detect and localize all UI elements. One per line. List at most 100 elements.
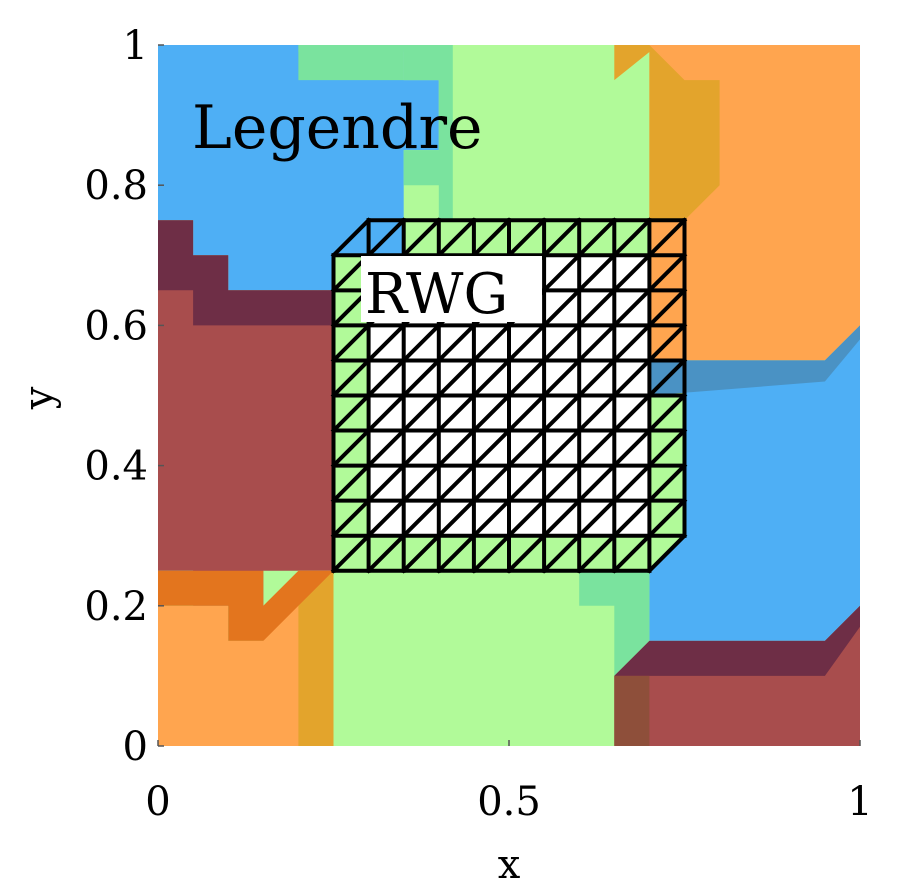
- mesh-diag-6-1: [541, 497, 583, 539]
- mesh-diag-1-0: [365, 532, 407, 574]
- mesh-diag-4-6: [471, 322, 512, 364]
- mesh-diag-9-8: [646, 252, 688, 294]
- tick-labels: 0 0.5 1 0 0.2 0.4 0.6 0.8 1: [84, 23, 872, 825]
- region-dark-overlap-3: [158, 220, 334, 326]
- mesh-diag-3-5: [435, 357, 477, 399]
- mesh-diag-4-9: [471, 217, 512, 259]
- y-tick-label-0: 0: [123, 724, 148, 770]
- mesh-diag-7-1: [576, 497, 618, 539]
- mesh-diag-3-9: [435, 217, 477, 259]
- y-tick-label-3: 0.6: [84, 303, 148, 349]
- region-blue-overlap-13: [649, 325, 860, 396]
- region-orange-4: [158, 570, 334, 746]
- rwg-label: RWG: [365, 262, 508, 327]
- mesh-diag-2-9: [400, 217, 442, 259]
- mesh-diag-4-2: [471, 462, 512, 504]
- axis-ticks: [157, 44, 861, 747]
- legendre-label: Legendre: [192, 93, 483, 163]
- mesh-diag-5-2: [506, 462, 547, 504]
- mesh-diag-3-4: [435, 392, 477, 434]
- mesh-diag-4-5: [471, 357, 512, 399]
- mesh-diag-2-2: [400, 462, 442, 504]
- mesh-diag-2-1: [400, 497, 442, 539]
- mesh-diag-7-6: [576, 322, 618, 364]
- mesh-diag-8-1: [611, 497, 653, 539]
- mesh-diag-7-5: [576, 357, 618, 399]
- mesh-diag-0-0: [330, 532, 372, 574]
- mesh-diag-4-1: [471, 497, 512, 539]
- region-green-overlap-8: [298, 45, 404, 81]
- x-axis-label: x: [498, 842, 521, 888]
- mesh-diag-8-3: [611, 427, 653, 469]
- mesh-diag-7-9: [576, 217, 618, 259]
- mesh-diag-2-6: [400, 322, 442, 364]
- mesh-diag-1-9: [365, 217, 407, 259]
- y-tick-label-5: 1: [123, 23, 148, 69]
- mesh-diag-0-1: [330, 497, 372, 539]
- mesh-diag-6-8: [541, 252, 583, 294]
- mesh-diag-9-7: [646, 287, 688, 329]
- mesh-diag-7-0: [576, 532, 618, 574]
- mesh-diag-9-5: [646, 357, 688, 399]
- mesh-diag-2-5: [400, 357, 442, 399]
- mesh-diag-9-1: [646, 497, 688, 539]
- mesh-diag-9-9: [646, 217, 688, 259]
- y-axis-label: y: [16, 386, 62, 410]
- mesh-diag-6-9: [541, 217, 583, 259]
- x-tick-label-2: 1: [847, 779, 872, 825]
- mesh-diag-6-3: [541, 427, 583, 469]
- y-tick-label-2: 0.4: [84, 444, 148, 490]
- mesh-diag-3-3: [435, 427, 477, 469]
- mesh-diag-2-4: [400, 392, 442, 434]
- mesh-diag-2-0: [400, 532, 442, 574]
- mesh-diag-3-6: [435, 322, 477, 364]
- x-tick-label-1: 0.5: [477, 779, 541, 825]
- mesh-diag-8-0: [611, 532, 653, 574]
- mesh-diag-1-1: [365, 497, 407, 539]
- mesh-diag-1-3: [365, 427, 407, 469]
- mesh-diag-8-9: [611, 217, 653, 259]
- mesh-diag-5-3: [506, 427, 547, 469]
- mesh-diag-8-5: [611, 357, 653, 399]
- mesh-diag-6-2: [541, 462, 583, 504]
- mesh-diag-5-1: [506, 497, 547, 539]
- mesh-diag-6-0: [541, 532, 583, 574]
- mesh-diag-4-3: [471, 427, 512, 469]
- mesh-diag-6-7: [541, 287, 583, 329]
- mesh-diag-4-4: [471, 392, 512, 434]
- region-blue-12: [649, 325, 860, 641]
- mesh-diag-9-3: [646, 427, 688, 469]
- mesh-diag-9-2: [646, 462, 688, 504]
- mesh-diag-1-2: [365, 462, 407, 504]
- mesh-diag-8-6: [611, 322, 653, 364]
- mesh-chamfer-bottom-right: [646, 532, 688, 574]
- mesh-diag-0-3: [330, 427, 372, 469]
- mesh-diag-7-7: [576, 287, 618, 329]
- region-brown-overlap-17: [614, 675, 650, 746]
- mesh-diag-1-6: [365, 322, 407, 364]
- region-orange-overlap-11: [614, 45, 720, 221]
- rwg-label-background: [361, 256, 542, 322]
- region-orange-overlap-6: [298, 570, 334, 746]
- mesh-diag-7-2: [576, 462, 618, 504]
- mesh-diag-5-9: [506, 217, 547, 259]
- mesh-diag-6-5: [541, 357, 583, 399]
- mesh-diag-7-3: [576, 427, 618, 469]
- mesh-diag-8-2: [611, 462, 653, 504]
- mesh-diag-1-4: [365, 392, 407, 434]
- y-tick-label-4: 0.8: [84, 163, 148, 209]
- mesh-diag-3-0: [435, 532, 477, 574]
- mesh-diag-7-8: [576, 252, 618, 294]
- mesh-diag-0-6: [330, 322, 372, 364]
- mesh-diag-9-6: [646, 322, 688, 364]
- region-orange-dark-5: [158, 570, 334, 641]
- mesh-diag-8-7: [611, 287, 653, 329]
- mesh-diag-9-4: [646, 392, 688, 434]
- region-green-overlap-9: [403, 45, 453, 221]
- mesh-diag-5-4: [506, 392, 547, 434]
- mesh-diag-4-0: [471, 532, 512, 574]
- y-tick-label-1: 0.2: [84, 584, 148, 630]
- mesh-diag-8-4: [611, 392, 653, 434]
- x-tick-label-0: 0: [145, 779, 170, 825]
